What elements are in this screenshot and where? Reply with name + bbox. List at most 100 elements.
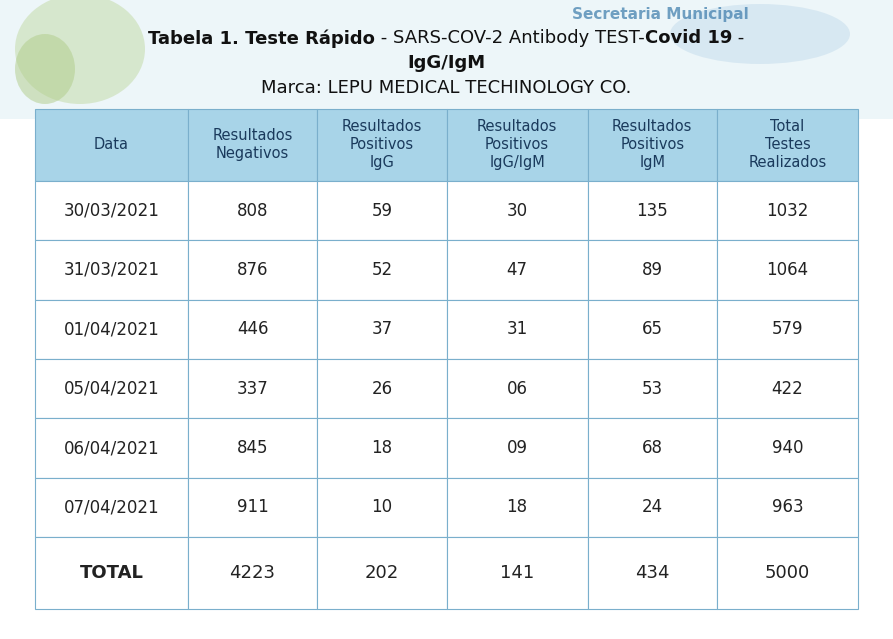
Bar [35, 109, 188, 181]
Bar [35, 181, 188, 240]
Text: 31: 31 [506, 320, 528, 338]
Text: 5000: 5000 [764, 564, 810, 582]
Bar [717, 300, 858, 359]
Bar [588, 359, 717, 419]
Text: Secretaria Municipal: Secretaria Municipal [572, 7, 748, 22]
Text: TOTAL: TOTAL [79, 564, 144, 582]
Text: 940: 940 [772, 439, 803, 457]
Text: 06/04/2021: 06/04/2021 [63, 439, 159, 457]
Bar [446, 359, 588, 419]
Bar [317, 181, 446, 240]
Bar [35, 359, 188, 419]
Text: 30: 30 [506, 201, 528, 220]
Bar [588, 109, 717, 181]
Bar [717, 419, 858, 478]
Text: - SARS-COV-2 Antibody TEST-: - SARS-COV-2 Antibody TEST- [375, 29, 645, 47]
Bar [446, 419, 588, 478]
Text: 59: 59 [371, 201, 392, 220]
Bar [188, 359, 317, 419]
Bar [717, 181, 858, 240]
Bar [446, 181, 588, 240]
Bar [188, 419, 317, 478]
Text: IgG/IgM: IgG/IgM [407, 54, 486, 72]
Text: 68: 68 [642, 439, 663, 457]
Text: 65: 65 [642, 320, 663, 338]
Text: 141: 141 [500, 564, 534, 582]
Bar [35, 537, 188, 609]
Bar [317, 240, 446, 300]
Bar [446, 478, 588, 537]
Bar [317, 359, 446, 419]
Bar [317, 300, 446, 359]
Text: 89: 89 [642, 261, 663, 279]
Text: 18: 18 [506, 498, 528, 516]
Bar [446, 537, 588, 609]
Text: Total
Testes
Realizados: Total Testes Realizados [748, 119, 827, 171]
Text: 911: 911 [237, 498, 269, 516]
Bar [588, 419, 717, 478]
Bar [35, 478, 188, 537]
Bar [588, 240, 717, 300]
Text: -: - [732, 29, 745, 47]
Text: 01/04/2021: 01/04/2021 [63, 320, 159, 338]
Bar [717, 240, 858, 300]
Text: 808: 808 [237, 201, 268, 220]
Bar [317, 478, 446, 537]
Bar [188, 109, 317, 181]
Bar [317, 537, 446, 609]
Bar [188, 478, 317, 537]
Text: Resultados
Positivos
IgG/IgM: Resultados Positivos IgG/IgM [477, 119, 557, 171]
Text: 07/04/2021: 07/04/2021 [63, 498, 159, 516]
Text: 24: 24 [642, 498, 663, 516]
FancyBboxPatch shape [0, 0, 893, 119]
Bar [35, 419, 188, 478]
Text: 135: 135 [637, 201, 668, 220]
Text: 37: 37 [371, 320, 392, 338]
Ellipse shape [15, 34, 75, 104]
Text: 26: 26 [371, 380, 392, 397]
Bar [188, 537, 317, 609]
Text: 18: 18 [371, 439, 392, 457]
Bar [446, 240, 588, 300]
Text: 4223: 4223 [230, 564, 276, 582]
Bar [588, 478, 717, 537]
Text: 422: 422 [772, 380, 804, 397]
Text: 446: 446 [237, 320, 268, 338]
Bar [588, 537, 717, 609]
Text: Tabela 1. Teste Rápido: Tabela 1. Teste Rápido [148, 29, 375, 47]
Ellipse shape [15, 0, 145, 104]
Text: 47: 47 [506, 261, 528, 279]
Text: Resultados
Positivos
IgM: Resultados Positivos IgM [612, 119, 692, 171]
Bar [717, 109, 858, 181]
Text: 31/03/2021: 31/03/2021 [63, 261, 160, 279]
Bar [317, 419, 446, 478]
Text: 30/03/2021: 30/03/2021 [63, 201, 159, 220]
Text: 579: 579 [772, 320, 803, 338]
Text: 05/04/2021: 05/04/2021 [63, 380, 159, 397]
Text: 337: 337 [237, 380, 269, 397]
Bar [188, 240, 317, 300]
Text: 06: 06 [506, 380, 528, 397]
Text: Covid 19: Covid 19 [645, 29, 732, 47]
Text: Resultados
Negativos: Resultados Negativos [213, 128, 293, 162]
Bar [317, 109, 446, 181]
Text: 876: 876 [237, 261, 268, 279]
Bar [717, 537, 858, 609]
Text: 1032: 1032 [766, 201, 809, 220]
Bar [35, 300, 188, 359]
Text: Resultados
Positivos
IgG: Resultados Positivos IgG [342, 119, 422, 171]
Text: Marca: LEPU MEDICAL TECHINOLOGY CO.: Marca: LEPU MEDICAL TECHINOLOGY CO. [262, 79, 631, 97]
Text: 434: 434 [635, 564, 670, 582]
Bar [446, 109, 588, 181]
Text: 1064: 1064 [766, 261, 808, 279]
Text: 845: 845 [237, 439, 268, 457]
Bar [717, 359, 858, 419]
Bar [35, 240, 188, 300]
Text: 202: 202 [364, 564, 399, 582]
Bar [446, 300, 588, 359]
Text: 963: 963 [772, 498, 804, 516]
Bar [717, 478, 858, 537]
Text: 09: 09 [506, 439, 528, 457]
Text: 53: 53 [642, 380, 663, 397]
Bar [588, 181, 717, 240]
